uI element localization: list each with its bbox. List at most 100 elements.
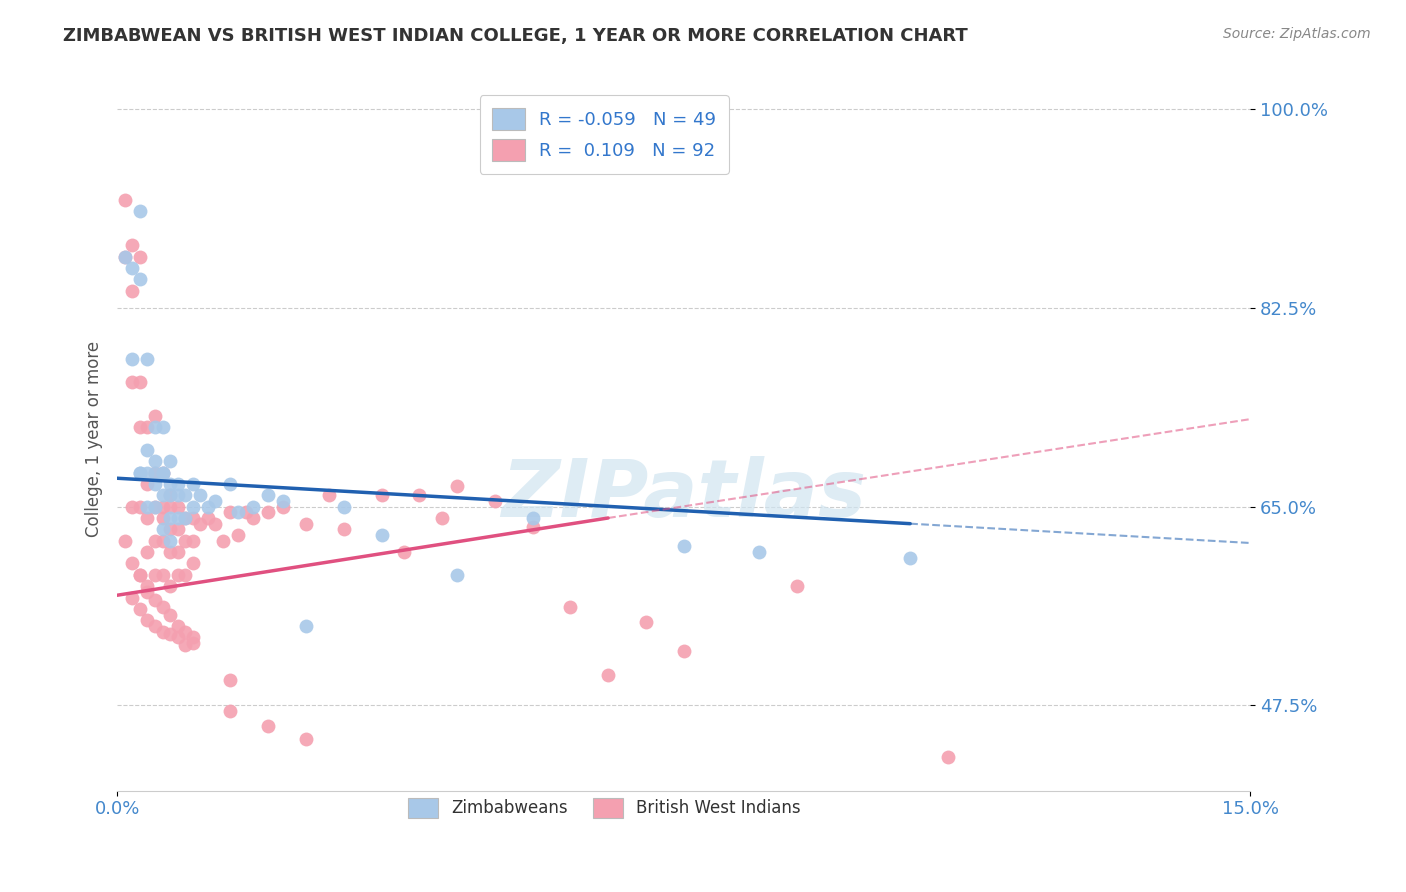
Point: [128, 567, 150, 582]
Point: [152, 466, 174, 480]
Point: [430, 511, 453, 525]
Point: [166, 630, 188, 644]
Point: [181, 630, 204, 644]
Point: [596, 667, 619, 681]
Point: [181, 557, 204, 571]
Point: [295, 516, 318, 531]
Point: [181, 636, 204, 650]
Point: [174, 624, 197, 639]
Point: [128, 420, 150, 434]
Point: [143, 466, 166, 480]
Point: [143, 619, 166, 633]
Point: [128, 500, 150, 514]
Point: [152, 500, 174, 514]
Point: [159, 488, 181, 502]
Point: [152, 511, 174, 525]
Point: [174, 533, 197, 548]
Point: [136, 420, 159, 434]
Point: [143, 500, 166, 514]
Point: [152, 488, 174, 502]
Point: [136, 477, 159, 491]
Point: [128, 204, 150, 219]
Point: [166, 488, 188, 502]
Point: [672, 644, 695, 658]
Point: [152, 522, 174, 536]
Point: [143, 567, 166, 582]
Point: [136, 442, 159, 457]
Point: [484, 494, 506, 508]
Point: [188, 488, 211, 502]
Point: [174, 638, 197, 652]
Point: [242, 511, 264, 525]
Point: [672, 540, 695, 554]
Point: [332, 522, 354, 536]
Point: [219, 477, 242, 491]
Point: [136, 351, 159, 366]
Point: [159, 522, 181, 536]
Point: [159, 477, 181, 491]
Point: [174, 567, 197, 582]
Point: [257, 488, 280, 502]
Point: [392, 545, 415, 559]
Point: [143, 409, 166, 423]
Point: [197, 500, 219, 514]
Point: [295, 619, 318, 633]
Point: [159, 579, 181, 593]
Point: [166, 477, 188, 491]
Point: [257, 505, 280, 519]
Point: [114, 250, 136, 264]
Y-axis label: College, 1 year or more: College, 1 year or more: [86, 341, 103, 537]
Point: [181, 477, 204, 491]
Point: [159, 627, 181, 641]
Point: [242, 500, 264, 514]
Point: [152, 599, 174, 614]
Point: [143, 533, 166, 548]
Point: [560, 599, 582, 614]
Point: [212, 533, 235, 548]
Point: [166, 522, 188, 536]
Point: [174, 511, 197, 525]
Point: [159, 454, 181, 468]
Point: [898, 550, 921, 565]
Point: [152, 420, 174, 434]
Point: [128, 272, 150, 286]
Point: [522, 511, 544, 525]
Point: [295, 732, 318, 747]
Text: Source: ZipAtlas.com: Source: ZipAtlas.com: [1223, 27, 1371, 41]
Point: [121, 500, 143, 514]
Point: [936, 749, 959, 764]
Point: [181, 500, 204, 514]
Point: [143, 420, 166, 434]
Point: [128, 602, 150, 616]
Point: [128, 466, 150, 480]
Point: [166, 511, 188, 525]
Point: [121, 375, 143, 389]
Point: [159, 607, 181, 622]
Point: [136, 466, 159, 480]
Point: [143, 500, 166, 514]
Point: [114, 250, 136, 264]
Point: [370, 488, 392, 502]
Point: [159, 488, 181, 502]
Point: [446, 479, 468, 493]
Point: [174, 488, 197, 502]
Point: [166, 500, 188, 514]
Point: [181, 533, 204, 548]
Point: [114, 193, 136, 207]
Point: [204, 516, 226, 531]
Point: [121, 591, 143, 605]
Point: [235, 505, 257, 519]
Point: [181, 511, 204, 525]
Point: [159, 545, 181, 559]
Legend: Zimbabweans, British West Indians: Zimbabweans, British West Indians: [401, 791, 807, 824]
Point: [522, 520, 544, 534]
Point: [634, 615, 657, 630]
Point: [136, 584, 159, 599]
Point: [114, 533, 136, 548]
Point: [128, 250, 150, 264]
Point: [136, 579, 159, 593]
Point: [136, 613, 159, 627]
Point: [226, 528, 249, 542]
Point: [273, 500, 295, 514]
Point: [143, 592, 166, 607]
